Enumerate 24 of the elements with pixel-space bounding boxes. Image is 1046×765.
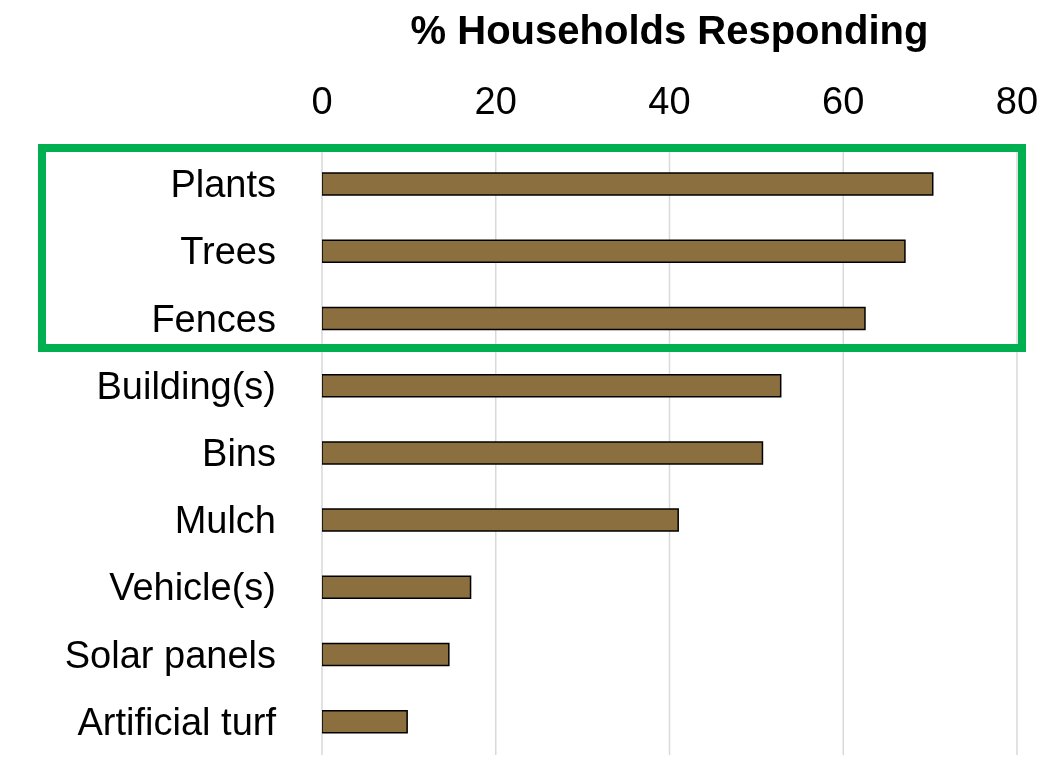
x-axis-title: % Households Responding xyxy=(410,8,929,53)
x-tick-label: 60 xyxy=(822,80,865,122)
x-tick-label: 20 xyxy=(474,80,517,122)
bar xyxy=(322,306,866,331)
bar xyxy=(322,642,450,667)
bar xyxy=(322,172,934,196)
x-tick-label: 0 xyxy=(311,80,333,122)
bar xyxy=(322,710,408,734)
y-tick-label: Plants xyxy=(170,163,276,206)
bar xyxy=(322,239,906,263)
y-tick-label: Bins xyxy=(202,431,276,474)
x-tick-label: 40 xyxy=(648,80,691,122)
y-tick-label: Vehicle(s) xyxy=(109,566,276,609)
y-tick-label: Mulch xyxy=(174,499,276,542)
y-tick-label: Fences xyxy=(151,297,276,340)
y-tick-label: Artificial turf xyxy=(77,700,277,743)
bar xyxy=(322,373,782,398)
bar xyxy=(322,508,679,532)
y-tick-label: Trees xyxy=(180,230,276,273)
x-tick-label: 80 xyxy=(995,80,1039,122)
y-tick-label: Solar panels xyxy=(64,633,276,676)
bar xyxy=(322,575,472,600)
y-tick-label: Building(s) xyxy=(96,364,276,407)
bar xyxy=(322,441,764,465)
